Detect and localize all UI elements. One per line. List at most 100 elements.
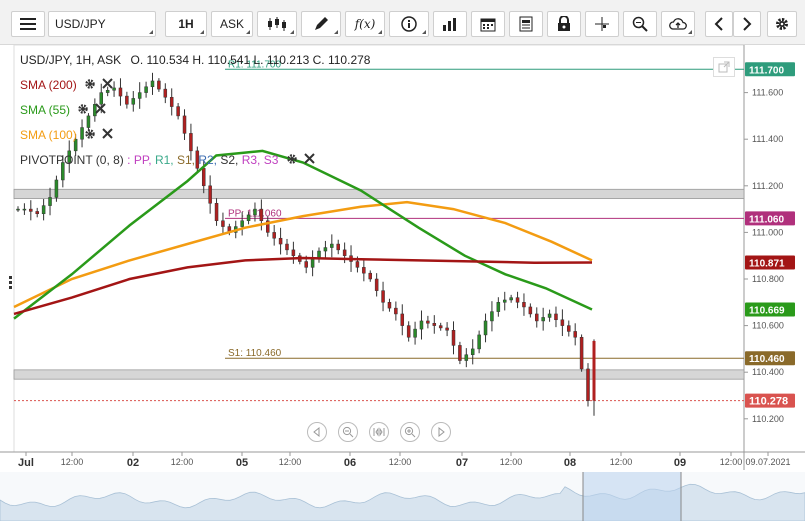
chevron-right-icon	[743, 17, 752, 31]
candle-body	[323, 247, 328, 252]
info-button[interactable]	[389, 11, 429, 37]
chevron-left-icon	[714, 17, 723, 31]
candle-body	[342, 249, 347, 256]
nav-reset-button[interactable]	[369, 422, 389, 442]
candle-body	[118, 87, 123, 97]
candle-body	[362, 267, 366, 274]
pivot-label-s1: S1: 110.460	[228, 348, 282, 359]
dropdown-corner-icon	[422, 30, 426, 34]
gear-icon	[287, 154, 297, 165]
dropdown-corner-icon	[246, 30, 250, 34]
zoom-button[interactable]	[623, 11, 657, 37]
crosshair-icon	[595, 17, 609, 31]
indicators-button[interactable]: f(x)	[345, 11, 385, 37]
price-tag-text-last: 110.278	[749, 396, 788, 408]
candle-body	[272, 232, 276, 239]
scroll-right-button[interactable]	[733, 11, 761, 37]
candle-body	[547, 313, 552, 318]
y-tick-label: 110.200	[752, 414, 784, 424]
candle-body	[221, 220, 225, 227]
pane-drag-handle[interactable]	[9, 276, 12, 290]
candle-body	[515, 297, 520, 303]
gear-icon	[776, 18, 788, 30]
scroll-left-button[interactable]	[705, 11, 733, 37]
crosshair-button[interactable]	[585, 11, 619, 37]
gear-icon	[78, 104, 89, 115]
dropdown-corner-icon	[378, 30, 382, 34]
candle-body	[394, 307, 398, 315]
y-tick-label: 111.200	[752, 181, 783, 191]
candle-body	[99, 92, 104, 105]
candle-body	[137, 92, 142, 99]
candle-body	[22, 208, 27, 211]
resistance-zone-1	[13, 369, 745, 380]
dropdown-corner-icon	[200, 30, 204, 34]
candle-body	[144, 86, 148, 93]
fx-icon: f(x)	[354, 17, 376, 31]
candle-body	[502, 299, 507, 303]
draw-tool-button[interactable]	[301, 11, 341, 37]
candle-body	[214, 203, 219, 221]
symbol-selector[interactable]: USD/JPY	[48, 11, 156, 37]
calendar-icon	[480, 18, 496, 32]
timeframe-label: 1H	[178, 17, 194, 31]
candlestick-icon	[268, 17, 286, 31]
nav-next-button[interactable]	[431, 422, 451, 442]
price-side-label: ASK	[219, 17, 244, 31]
dropdown-corner-icon	[149, 30, 153, 34]
candle-body	[67, 150, 71, 163]
candle-body	[266, 220, 270, 233]
timeframe-selector[interactable]: 1H	[165, 11, 207, 37]
candle-body	[105, 90, 110, 93]
y-tick-label: 111.600	[752, 88, 783, 98]
candle-body	[330, 243, 334, 248]
pivot-item-4: S2,	[217, 153, 239, 167]
fullscreen-button[interactable]	[713, 57, 735, 77]
candle-body	[509, 297, 513, 301]
pivot-item-2: S1,	[173, 153, 195, 167]
chart-type-button[interactable]	[257, 11, 297, 37]
candle-body	[374, 278, 379, 291]
candle-body	[310, 258, 315, 268]
close-icon	[102, 128, 113, 140]
lock-button[interactable]	[547, 11, 581, 37]
nav-zoom-in-button[interactable]	[400, 422, 420, 442]
candle-body	[579, 337, 584, 370]
menu-button[interactable]	[11, 11, 45, 37]
candle-body	[259, 208, 264, 222]
x-tick-label: 05	[236, 457, 248, 469]
candle-body	[150, 80, 155, 88]
candle-body	[554, 313, 558, 321]
price-side-selector[interactable]: ASK	[211, 11, 253, 37]
candle-body	[16, 208, 20, 211]
sma55-label: SMA (55)	[20, 103, 71, 117]
candle-body	[560, 319, 565, 326]
price-tag-text-s1: 110.460	[749, 354, 785, 365]
grip-icon	[9, 276, 12, 289]
navigator-window	[583, 472, 681, 521]
candle-body	[490, 311, 494, 322]
settings-button[interactable]	[767, 11, 797, 37]
volume-button[interactable]	[433, 11, 467, 37]
calendar-button[interactable]	[471, 11, 505, 37]
y-tick-label: 110.600	[752, 321, 784, 331]
nav-zoom-out-button[interactable]	[338, 422, 358, 442]
price-tag-sma-55	[745, 302, 795, 317]
candle-body	[240, 220, 244, 227]
candle-body	[336, 243, 340, 251]
candle-body	[182, 115, 187, 134]
y-tick-label: 111.000	[752, 227, 783, 237]
x-tick-label: 07	[456, 457, 468, 469]
candle-body	[413, 328, 417, 338]
pivot-item-1: R1,	[151, 153, 174, 167]
news-button[interactable]	[509, 11, 543, 37]
candle-body	[291, 249, 296, 256]
candle-body	[496, 302, 501, 312]
pivot-item-5: R3,	[238, 153, 261, 167]
legend-pivot: PIVOTPOINT (0, 8) : PP, R1, S1, R2, S2, …	[20, 153, 316, 168]
pencil-icon	[315, 17, 328, 30]
nav-prev-button[interactable]	[307, 422, 327, 442]
candle-body	[477, 334, 481, 350]
cloud-upload-button[interactable]	[661, 11, 695, 37]
